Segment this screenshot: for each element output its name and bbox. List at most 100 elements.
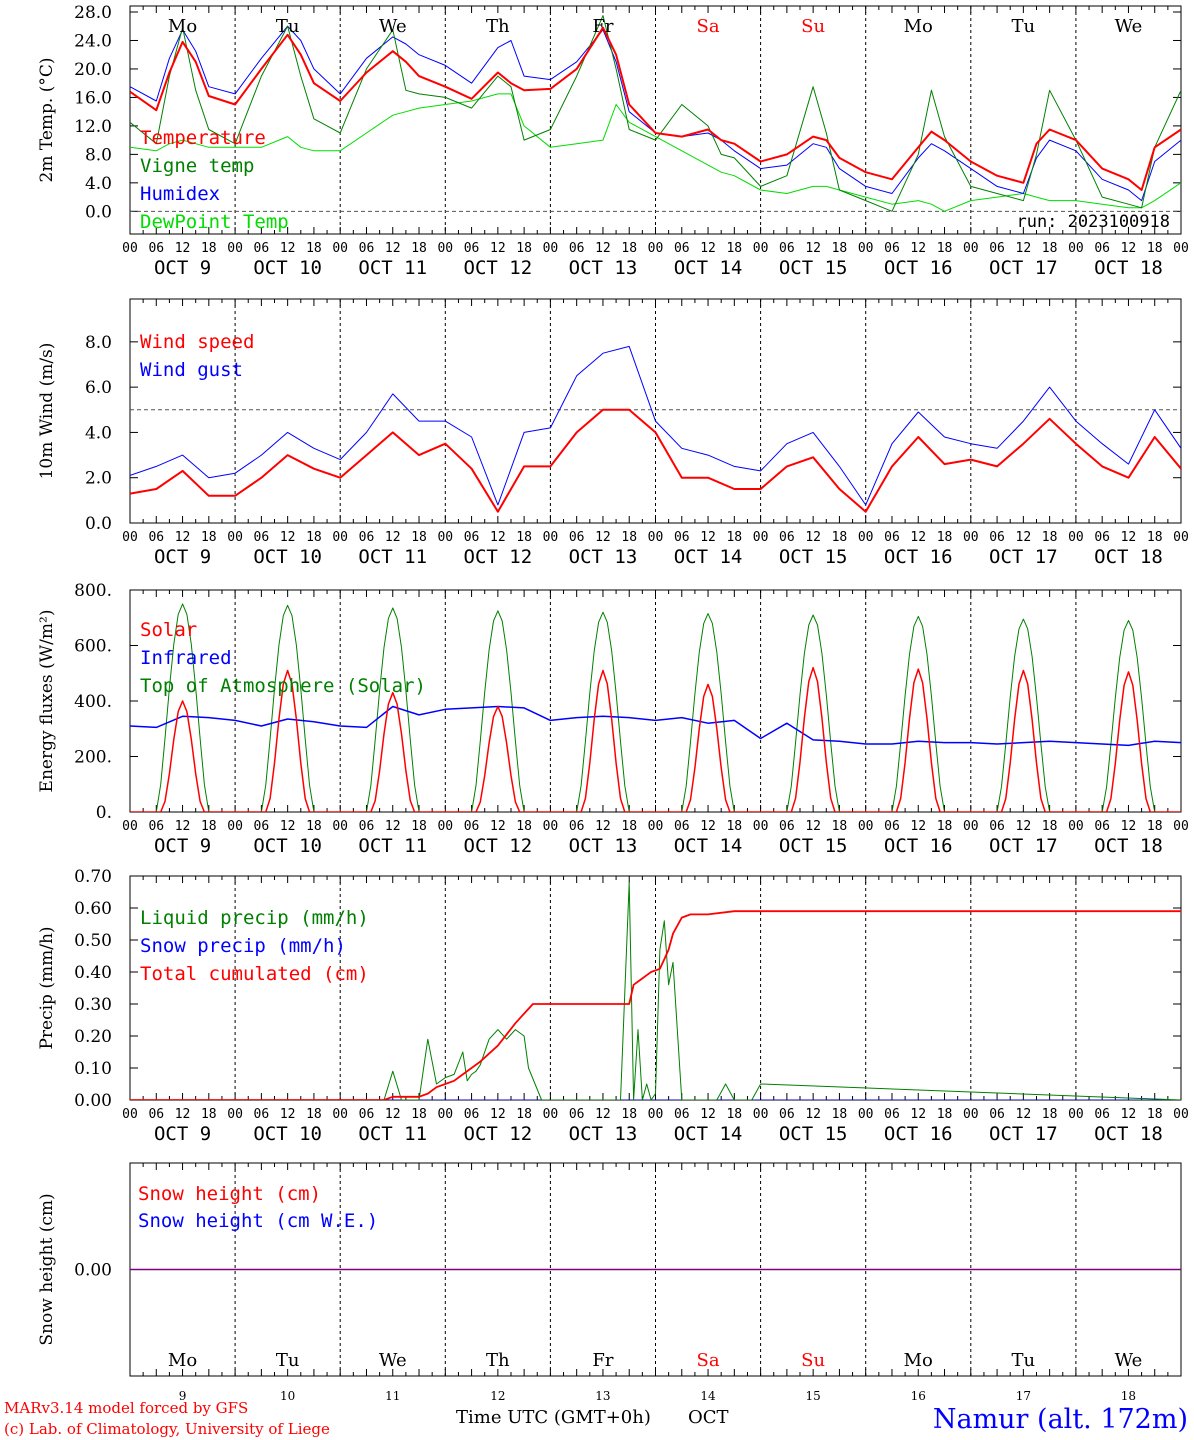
x-hour-label: 06 bbox=[1094, 1107, 1110, 1122]
x-date-label: OCT 18 bbox=[1094, 257, 1163, 279]
series-infrared bbox=[130, 705, 1181, 747]
x-hour-label: 12 bbox=[700, 1107, 716, 1122]
x-hour-label: 00 bbox=[437, 241, 453, 256]
x-hour-label: 00 bbox=[1173, 530, 1189, 545]
x-hour-label: 18 bbox=[1147, 819, 1163, 834]
y-tick-label: 20.0 bbox=[74, 60, 112, 80]
x-hour-label: 12 bbox=[1121, 530, 1137, 545]
x-hour-label: 06 bbox=[359, 819, 375, 834]
day-number-label: 10 bbox=[280, 1389, 295, 1403]
series-dewpoint-temp bbox=[130, 93, 1181, 212]
day-number-label: 14 bbox=[700, 1389, 716, 1403]
y-tick-label: 8.0 bbox=[85, 145, 112, 165]
x-hour-label: 06 bbox=[569, 1107, 585, 1122]
series-total-cumulated bbox=[130, 910, 1181, 1100]
x-hour-label: 12 bbox=[1016, 241, 1032, 256]
y-tick-label: 2.0 bbox=[85, 469, 112, 489]
x-date-label: OCT 15 bbox=[779, 835, 848, 857]
x-hour-label: 00 bbox=[1068, 530, 1084, 545]
x-hour-label: 06 bbox=[148, 819, 164, 834]
y-tick-label: 600. bbox=[74, 637, 112, 657]
x-hour-label: 18 bbox=[937, 819, 953, 834]
x-hour-label: 18 bbox=[201, 819, 217, 834]
legend-wind-gust: Wind gust bbox=[140, 359, 243, 381]
station-name: Namur (alt. 172m) bbox=[933, 1404, 1188, 1435]
x-hour-label: 12 bbox=[175, 241, 191, 256]
day-number-label: 9 bbox=[179, 1389, 187, 1403]
model-credit: MARv3.14 model forced by GFS bbox=[4, 1399, 248, 1417]
run-label: run: 2023100918 bbox=[1016, 212, 1170, 232]
x-date-label: OCT 12 bbox=[464, 257, 533, 279]
lab-credit: (c) Lab. of Climatology, University of L… bbox=[4, 1420, 330, 1438]
x-hour-label: 12 bbox=[280, 530, 296, 545]
x-date-label: OCT 10 bbox=[253, 546, 322, 568]
x-hour-label: 12 bbox=[595, 1107, 611, 1122]
y-tick-label: 0. bbox=[96, 803, 112, 823]
x-hour-label: 12 bbox=[805, 530, 821, 545]
weekday-label: We bbox=[379, 1350, 407, 1371]
x-hour-label: 18 bbox=[937, 530, 953, 545]
x-hour-label: 06 bbox=[464, 819, 480, 834]
day-number-label: 15 bbox=[806, 1389, 821, 1403]
y-tick-label: 0.70 bbox=[74, 867, 112, 887]
weekday-label: We bbox=[1115, 1350, 1143, 1371]
x-hour-label: 00 bbox=[332, 241, 348, 256]
x-hour-label: 06 bbox=[779, 241, 795, 256]
x-hour-label: 12 bbox=[700, 530, 716, 545]
x-hour-label: 18 bbox=[832, 530, 848, 545]
x-hour-label: 18 bbox=[832, 1107, 848, 1122]
x-date-label: OCT 12 bbox=[464, 546, 533, 568]
weekday-label: Tu bbox=[1012, 1350, 1036, 1371]
x-date-label: OCT 13 bbox=[569, 546, 638, 568]
x-date-label: OCT 18 bbox=[1094, 1123, 1163, 1145]
x-hour-label: 00 bbox=[332, 530, 348, 545]
series-top-of-atmosphere-solar bbox=[130, 603, 1181, 812]
x-hour-label: 18 bbox=[1042, 241, 1058, 256]
x-hour-label: 12 bbox=[175, 819, 191, 834]
legend-wind-speed: Wind speed bbox=[140, 331, 254, 353]
x-hour-label: 06 bbox=[359, 241, 375, 256]
day-number-label: 18 bbox=[1121, 1389, 1136, 1403]
x-hour-label: 18 bbox=[516, 819, 532, 834]
day-number-label: 17 bbox=[1016, 1389, 1031, 1403]
y-tick-label: 0.0 bbox=[85, 202, 112, 222]
x-hour-label: 18 bbox=[937, 1107, 953, 1122]
x-date-label: OCT 18 bbox=[1094, 546, 1163, 568]
x-date-label: OCT 16 bbox=[884, 1123, 953, 1145]
x-hour-label: 00 bbox=[753, 530, 769, 545]
x-date-label: OCT 15 bbox=[779, 546, 848, 568]
x-hour-label: 12 bbox=[385, 1107, 401, 1122]
x-date-label: OCT 9 bbox=[154, 257, 211, 279]
x-hour-label: 06 bbox=[254, 530, 270, 545]
x-hour-label: 00 bbox=[648, 241, 664, 256]
weekday-label: Th bbox=[486, 16, 510, 37]
y-axis-label: Snow height (cm) bbox=[37, 1193, 57, 1345]
x-date-label: OCT 9 bbox=[154, 1123, 211, 1145]
x-hour-label: 18 bbox=[411, 241, 427, 256]
x-hour-label: 12 bbox=[1121, 1107, 1137, 1122]
x-hour-label: 06 bbox=[674, 819, 690, 834]
x-hour-label: 12 bbox=[910, 1107, 926, 1122]
y-axis-label: 2m Temp. (°C) bbox=[37, 57, 57, 182]
y-axis-label: 10m Wind (m/s) bbox=[37, 343, 57, 480]
x-hour-label: 18 bbox=[411, 1107, 427, 1122]
x-hour-label: 06 bbox=[569, 241, 585, 256]
x-hour-label: 12 bbox=[910, 819, 926, 834]
x-date-label: OCT 11 bbox=[358, 257, 427, 279]
legend-infrared: Infrared bbox=[140, 647, 232, 669]
y-tick-label: 200. bbox=[74, 748, 112, 768]
weekday-label: We bbox=[1115, 16, 1143, 37]
x-hour-label: 18 bbox=[516, 530, 532, 545]
x-hour-label: 12 bbox=[910, 530, 926, 545]
y-axis-label: Precip (mm/h) bbox=[37, 926, 57, 1049]
x-hour-label: 00 bbox=[1068, 1107, 1084, 1122]
x-hour-label: 06 bbox=[254, 1107, 270, 1122]
x-hour-label: 00 bbox=[543, 241, 559, 256]
weekday-label: Mo bbox=[168, 16, 197, 37]
x-hour-label: 12 bbox=[490, 530, 506, 545]
weekday-label: Tu bbox=[276, 16, 300, 37]
x-hour-label: 00 bbox=[753, 241, 769, 256]
x-hour-label: 12 bbox=[595, 819, 611, 834]
legend-snow-height-cm-w-e-: Snow height (cm W.E.) bbox=[138, 1210, 378, 1232]
weekday-label: Fr bbox=[592, 1350, 613, 1371]
